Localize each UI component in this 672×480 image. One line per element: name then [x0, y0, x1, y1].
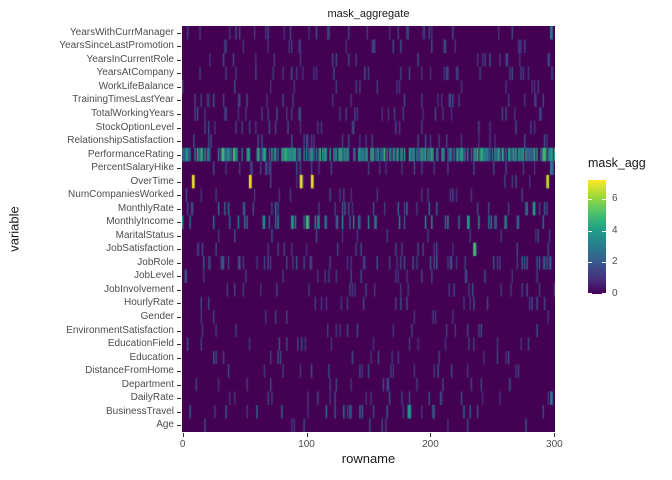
x-tick-label: 100	[298, 439, 315, 450]
y-tick-label: YearsWithCurrManager	[69, 26, 174, 38]
y-tick-label: YearsAtCompany	[96, 67, 174, 79]
chart-title: mask_aggregate	[327, 8, 410, 20]
y-tick-mark	[177, 344, 181, 346]
y-tick-mark	[177, 371, 181, 373]
x-tick-label: 300	[546, 439, 563, 450]
legend-tick-mark	[588, 199, 592, 200]
y-tick-mark	[177, 32, 181, 34]
legend-tick-mark	[602, 230, 606, 232]
y-tick-mark	[177, 113, 181, 115]
y-tick-mark	[177, 330, 181, 332]
y-tick-label: Department	[121, 378, 174, 390]
y-tick-mark	[177, 316, 181, 318]
y-tick-label: Age	[156, 419, 174, 431]
x-tick-mark	[554, 433, 556, 437]
y-tick-mark	[177, 208, 181, 210]
legend-tick-mark	[602, 262, 606, 264]
y-tick-label: MonthlyIncome	[106, 216, 174, 228]
legend-tick-label: 2	[612, 256, 618, 268]
x-tick-mark	[430, 433, 432, 437]
legend-tick-mark	[588, 230, 592, 232]
y-tick-label: Gender	[140, 310, 174, 322]
y-tick-label: MonthlyRate	[117, 202, 174, 214]
x-tick-mark	[306, 433, 308, 437]
y-tick-label: YearsInCurrentRole	[86, 53, 174, 65]
y-tick-mark	[177, 100, 181, 102]
y-tick-label: HourlyRate	[123, 297, 174, 309]
y-tick-label: EnvironmentSatisfaction	[66, 324, 174, 336]
legend-tick-label: 0	[612, 288, 618, 299]
y-tick-label: JobRole	[137, 256, 174, 268]
legend-tick-mark	[588, 262, 592, 264]
legend-colorbar	[588, 180, 606, 294]
x-tick-label: 0	[179, 439, 186, 450]
legend-tick-mark	[602, 293, 606, 294]
y-tick-mark	[177, 59, 181, 61]
y-tick-mark	[177, 195, 181, 197]
y-tick-label: WorkLifeBalance	[98, 80, 174, 92]
legend-tick-label: 6	[612, 193, 618, 204]
y-tick-label: MaritalStatus	[115, 229, 174, 241]
y-tick-mark	[177, 141, 181, 143]
y-tick-label: JobSatisfaction	[106, 243, 174, 255]
y-tick-mark	[177, 168, 181, 170]
x-tick-label: 200	[422, 439, 439, 450]
y-tick-label: TotalWorkingYears	[91, 107, 174, 119]
y-tick-mark	[177, 235, 181, 237]
y-tick-mark	[177, 73, 181, 75]
y-tick-label: EducationField	[107, 338, 174, 350]
y-tick-mark	[177, 86, 181, 88]
y-tick-mark	[177, 181, 181, 183]
y-tick-label: OverTime	[130, 175, 174, 187]
y-tick-mark	[177, 398, 181, 400]
y-tick-mark	[177, 411, 181, 413]
y-tick-mark	[177, 154, 181, 156]
y-tick-mark	[177, 289, 181, 291]
x-tick-mark	[182, 433, 184, 437]
y-tick-mark	[177, 222, 181, 224]
y-tick-label: YearsSinceLastPromotion	[59, 40, 174, 52]
y-tick-mark	[177, 46, 181, 48]
y-tick-label: TrainingTimesLastYear	[72, 94, 174, 106]
x-axis-title: rowname	[341, 451, 396, 466]
y-tick-label: PercentSalaryHike	[91, 162, 174, 174]
y-tick-label: JobInvolvement	[103, 283, 174, 295]
legend-tick-mark	[602, 199, 606, 200]
legend-title: mask_agg	[588, 156, 646, 170]
y-tick-label: StockOptionLevel	[95, 121, 174, 133]
y-tick-label: DistanceFromHome	[85, 365, 174, 377]
y-tick-mark	[177, 262, 181, 264]
y-tick-label: DailyRate	[130, 392, 174, 404]
y-tick-label: NumCompaniesWorked	[68, 189, 174, 201]
heatmap-panel	[182, 26, 555, 432]
y-tick-label: PerformanceRating	[87, 148, 174, 160]
y-tick-mark	[177, 425, 181, 427]
y-tick-label: Education	[129, 351, 174, 363]
y-tick-mark	[177, 384, 181, 386]
y-tick-mark	[177, 127, 181, 129]
legend-tick-mark	[588, 293, 592, 294]
y-tick-label: JobLevel	[133, 270, 174, 282]
legend-tick-label: 4	[612, 224, 618, 236]
y-tick-label: BusinessTravel	[106, 405, 174, 417]
y-tick-label: RelationshipSatisfaction	[67, 135, 174, 147]
y-tick-mark	[177, 249, 181, 251]
y-tick-mark	[177, 357, 181, 359]
y-tick-mark	[177, 303, 181, 305]
y-tick-mark	[177, 276, 181, 278]
